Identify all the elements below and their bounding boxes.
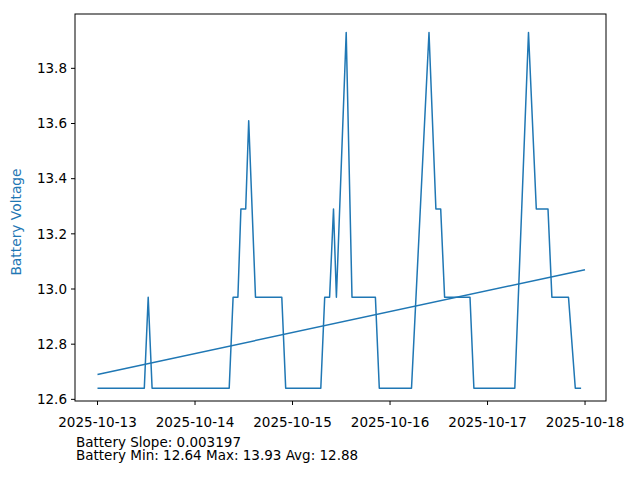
x-tick-label: 2025-10-18 [546, 414, 624, 430]
battery-voltage-figure: 2025-10-13 2025-10-14 2025-10-15 2025-10-16… [0, 0, 640, 480]
y-tick-label: 13.6 [37, 115, 67, 131]
x-tick-label: 2025-10-14 [156, 414, 234, 430]
y-tick-label: 13.0 [37, 281, 67, 297]
y-axis-label: Battery Voltage [8, 168, 24, 275]
x-tick-label: 2025-10-17 [448, 414, 526, 430]
battery-voltage-chart: 2025-10-13 2025-10-14 2025-10-15 2025-10-16… [0, 0, 640, 480]
battery-voltage-series [98, 33, 582, 389]
y-tick-label: 12.8 [37, 336, 67, 352]
y-tick-label: 13.4 [37, 170, 67, 186]
x-tick-label: 2025-10-15 [253, 414, 331, 430]
y-tick-label: 13.2 [37, 226, 67, 242]
battery-stats-text: Battery Min: 12.64 Max: 13.93 Avg: 12.88 [76, 449, 358, 462]
trend-line-series [98, 270, 586, 375]
y-tick-label: 13.8 [37, 60, 67, 76]
y-tick-label: 12.6 [37, 391, 67, 407]
x-tick-label: 2025-10-13 [58, 414, 136, 430]
x-tick-label: 2025-10-16 [351, 414, 429, 430]
